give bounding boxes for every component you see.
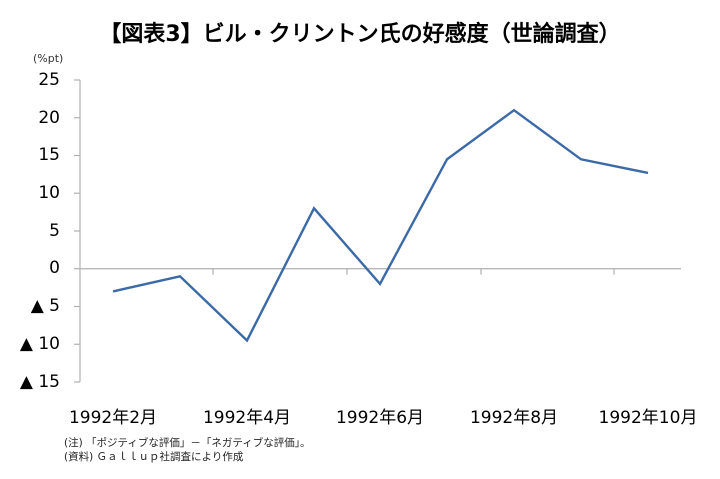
series-line <box>112 108 649 343</box>
y-tick-label: ▲ 10 <box>19 334 60 354</box>
axes <box>74 79 681 383</box>
x-tick-label: 1992年8月 <box>469 408 559 428</box>
x-tick-label: 1992年6月 <box>335 408 425 428</box>
y-tick-label: ▲ 5 <box>30 296 60 316</box>
y-tick-label: 10 <box>38 183 60 203</box>
y-tick-label: 15 <box>38 145 60 165</box>
y-tick-label: 0 <box>49 258 60 278</box>
y-axis-unit: (%pt) <box>33 52 64 65</box>
footnote-source: (資料) Ｇａｌｌｕｐ社調査により作成 <box>64 451 244 463</box>
y-tick-label: ▲ 15 <box>19 372 60 392</box>
chart-title: 【図表3】ビル・クリントン氏の好感度（世論調査） <box>99 22 621 47</box>
footnote-note: (注) 「ポジティブな評価」－「ネガティブな評価」。 <box>64 437 311 449</box>
x-tick-label: 1992年2月 <box>68 408 158 428</box>
y-tick-label: 25 <box>38 70 60 90</box>
x-tick-label: 1992年10月 <box>598 408 698 428</box>
y-tick-label: 5 <box>49 221 60 241</box>
y-tick-label: 20 <box>38 108 60 128</box>
x-tick-label: 1992年4月 <box>202 408 292 428</box>
